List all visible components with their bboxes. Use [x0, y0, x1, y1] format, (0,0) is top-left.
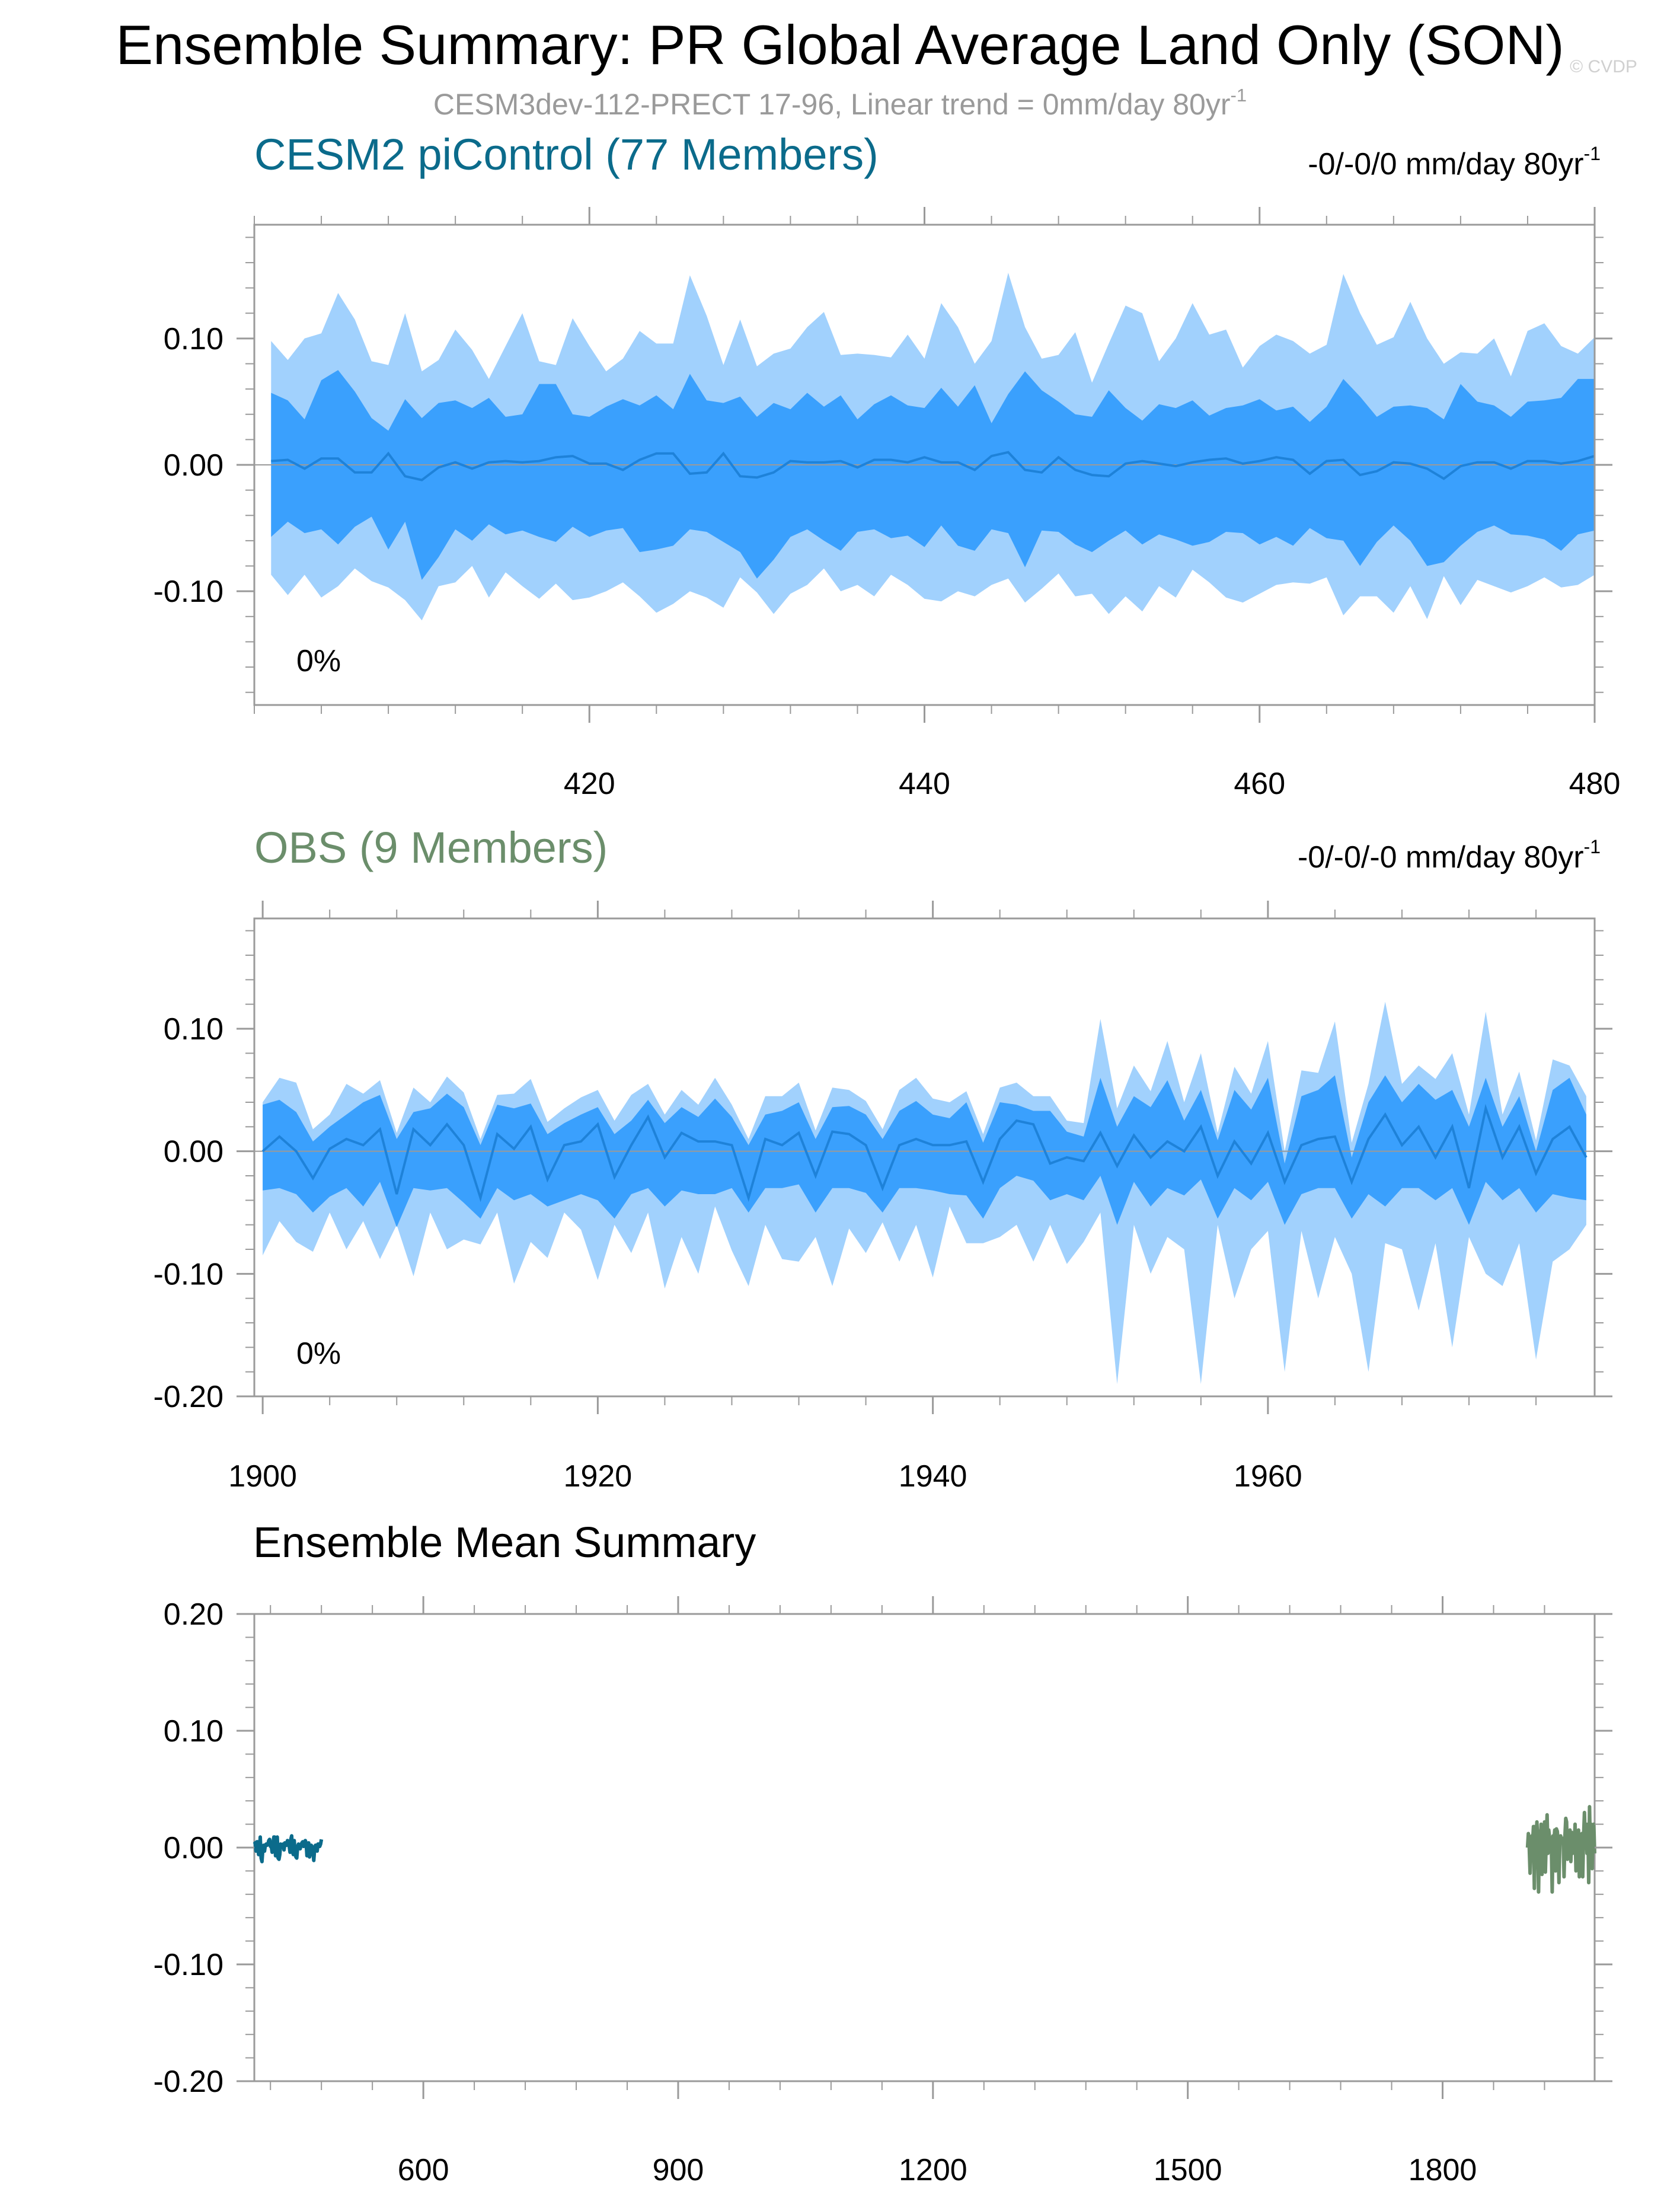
summary-axes: -0.20 -0.10 0.00 0.10 0.20 600 900 1200 1500 1800 — [153, 1596, 1612, 2187]
cesm-trend-sup: -1 — [1584, 143, 1601, 164]
obs-xtick-label: 1900 — [228, 1459, 297, 1494]
cesm-xtick-label: 460 — [1234, 767, 1285, 801]
obs-ytick-label: 0.10 — [164, 1012, 223, 1047]
obs-ytick-label: -0.20 — [153, 1380, 223, 1414]
summary-ytick-label: 0.20 — [164, 1597, 223, 1632]
summary-plot-marks — [253, 1805, 1596, 1894]
obs-trend-main: -0/-0/-0 mm/day 80yr — [1298, 840, 1584, 875]
obs-trend-sup: -1 — [1584, 836, 1601, 857]
summary-series-obs-line — [1525, 1805, 1596, 1894]
cesm-ensemble-mean-line — [271, 451, 1595, 481]
obs-xtick-label: 1960 — [1234, 1459, 1302, 1494]
summary-panel-title: Ensemble Mean Summary — [253, 1519, 756, 1567]
cesm-xtick-label: 440 — [899, 767, 950, 801]
obs-panel-title: OBS (9 Members) — [254, 823, 608, 872]
cesm-ytick-label: 0.10 — [164, 322, 223, 356]
cesm-ytick-label: 0.00 — [164, 448, 223, 483]
cesm-xtick-label: 480 — [1569, 767, 1621, 801]
summary-ytick-label: 0.10 — [164, 1714, 223, 1749]
obs-ytick-label: -0.10 — [153, 1257, 223, 1291]
obs-xtick-label: 1940 — [899, 1459, 967, 1494]
cesm-percent-annotation: 0% — [296, 644, 341, 678]
summary-ytick-label: -0.10 — [153, 1948, 223, 1982]
cesm-trend-label: -0/-0/0 mm/day 80yr-1 — [1308, 143, 1601, 181]
cesm-ytick-label: -0.10 — [153, 575, 223, 609]
subtitle-sup: -1 — [1231, 85, 1247, 106]
panel-summary: Ensemble Mean Summary -0.20 -0.10 0.00 0.10… — [153, 1519, 1612, 2187]
summary-xtick-label: 1500 — [1154, 2153, 1222, 2187]
cesm-interquartile-band — [271, 370, 1595, 580]
panel-obs: OBS (9 Members) -0/-0/-0 mm/day 80yr-1 -… — [153, 823, 1612, 1494]
summary-plot-frame — [253, 1613, 1596, 2082]
summary-ytick-label: -0.20 — [153, 2065, 223, 2099]
figure-title: Ensemble Summary: PR Global Average Land… — [116, 14, 1564, 76]
watermark: © CVDP — [1570, 57, 1637, 76]
obs-minmax-band — [263, 1001, 1586, 1384]
obs-trend-label: -0/-0/-0 mm/day 80yr-1 — [1298, 836, 1601, 875]
summary-xtick-label: 1200 — [899, 2153, 967, 2187]
cesm-panel-title: CESM2 piControl (77 Members) — [254, 130, 879, 179]
obs-xtick-label: 1920 — [564, 1459, 633, 1494]
obs-ensemble-mean-line — [261, 1103, 1588, 1202]
obs-plot-frame — [253, 917, 1596, 1398]
cesm-trend-main: -0/-0/0 mm/day 80yr — [1308, 147, 1583, 181]
figure-subtitle: CESM3dev-112-PRECT 17-96, Linear trend =… — [433, 85, 1247, 121]
obs-ytick-label: 0.00 — [164, 1135, 223, 1169]
summary-xtick-label: 900 — [653, 2153, 704, 2187]
summary-series-cesm-line — [253, 1834, 324, 1864]
summary-xtick-label: 1800 — [1408, 2153, 1477, 2187]
summary-xtick-label: 600 — [398, 2153, 449, 2187]
obs-axes: -0.20 -0.10 0.00 0.10 1900 1920 1940 1960 — [153, 901, 1612, 1494]
cesm-axes: -0.10 0.00 0.10 420 440 460 480 — [153, 207, 1620, 801]
subtitle-main: CESM3dev-112-PRECT 17-96, Linear trend =… — [433, 88, 1231, 121]
obs-plot-marks — [254, 1001, 1595, 1384]
cesm-plot-marks — [254, 273, 1595, 621]
summary-ytick-label: 0.00 — [164, 1831, 223, 1865]
cesm-xtick-label: 420 — [564, 767, 615, 801]
panel-cesm: CESM2 piControl (77 Members) -0/-0/0 mm/… — [153, 130, 1620, 801]
obs-percent-annotation: 0% — [296, 1336, 341, 1371]
